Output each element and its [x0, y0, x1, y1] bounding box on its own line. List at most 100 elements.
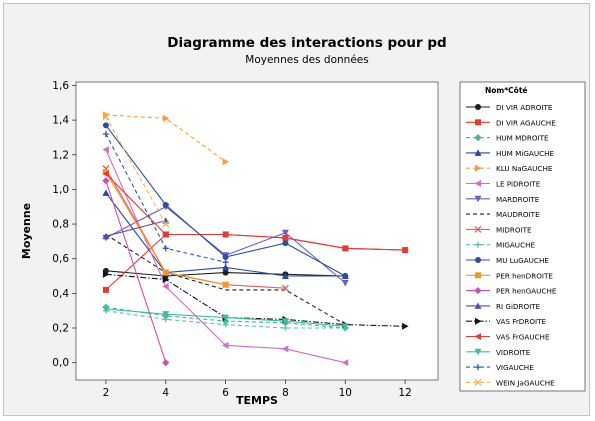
data-point	[162, 202, 169, 209]
data-point	[222, 281, 229, 288]
plot-area	[75, 81, 439, 381]
legend-marker	[475, 317, 482, 325]
data-point	[162, 359, 170, 367]
data-point	[222, 158, 230, 166]
legend-entry: MARDROITE	[466, 195, 540, 204]
y-tick-label: 0,8	[52, 219, 69, 231]
legend-marker	[475, 241, 481, 248]
x-axis-label: TEMPS	[236, 394, 278, 407]
legend-marker	[475, 104, 481, 110]
legend-title: Nom*Côté	[485, 86, 528, 95]
data-point	[341, 359, 349, 367]
series-line	[105, 234, 346, 326]
legend-label: WEIN JaGAUCHE	[496, 378, 555, 387]
legend-marker	[475, 364, 481, 371]
legend-label: HUM MiGAUCHE	[496, 149, 555, 158]
series-19	[102, 113, 170, 228]
legend-marker	[474, 348, 482, 356]
legend-marker	[475, 164, 482, 172]
x-tick-label: 10	[339, 387, 352, 399]
legend-marker	[474, 195, 482, 203]
legend-marker	[474, 287, 482, 295]
data-point	[102, 232, 110, 240]
plot-lines	[102, 111, 409, 367]
data-point	[162, 269, 169, 276]
legend-label: KLU NaGAUCHE	[496, 164, 553, 173]
y-axis: 0,0 0,2 0,4 0,6 0,8 1,0 1,2 1,4 1,6	[52, 80, 76, 369]
data-point	[341, 244, 349, 252]
data-point	[402, 322, 409, 330]
legend-items: DI VIR ADROITE DI VIR AGAUCHE HUM MDROITE H…	[466, 103, 557, 387]
data-point	[282, 240, 289, 247]
data-point	[102, 130, 109, 137]
series-18	[102, 130, 229, 266]
legend-entry: KLU NaGAUCHE	[466, 164, 553, 173]
data-point	[102, 189, 110, 196]
y-axis-label: Moyenne	[20, 203, 33, 259]
series-line	[105, 273, 406, 327]
data-point	[222, 314, 230, 322]
y-tick-label: 1,2	[52, 149, 69, 161]
data-point	[102, 177, 110, 185]
legend-entry: MAUDROITE	[466, 210, 540, 219]
chart-title: Diagramme des interactions pour pd	[167, 35, 446, 51]
legend-label: VAS FrDROITE	[496, 317, 546, 326]
data-point	[102, 122, 109, 129]
data-point	[102, 305, 110, 313]
legend-label: DI VIR ADROITE	[496, 103, 553, 112]
data-point	[281, 272, 289, 280]
y-tick-label: 1,6	[52, 80, 69, 92]
data-point	[222, 321, 229, 328]
legend-marker	[474, 333, 481, 340]
legend-marker	[474, 180, 481, 187]
legend-entry: VIGAUCHE	[466, 363, 534, 372]
data-point	[162, 276, 170, 284]
data-point	[222, 253, 229, 260]
data-point	[162, 282, 169, 290]
data-point	[102, 270, 110, 278]
legend-label: VIDROITE	[496, 348, 531, 357]
y-tick-label: 0,0	[52, 357, 69, 369]
legend-marker	[474, 225, 482, 233]
legend-label: LE PiDROITE	[496, 180, 541, 189]
data-point	[341, 279, 349, 287]
legend-entry: VAS FrDROITE	[466, 317, 546, 326]
data-point	[162, 311, 170, 318]
legend-label: MIGAUCHE	[496, 241, 535, 250]
series-11	[102, 122, 349, 280]
y-tick-label: 1,0	[52, 184, 69, 196]
series-6	[102, 146, 349, 367]
legend-entry: VAS FrGAUCHE	[466, 333, 550, 342]
legend-entry: DI VIR ADROITE	[466, 103, 553, 112]
data-point	[282, 325, 289, 332]
legend-marker	[474, 302, 482, 309]
legend-label: PER henDROITE	[496, 271, 553, 280]
legend-label: MARDROITE	[496, 195, 540, 204]
x-tick-label: 8	[282, 387, 289, 399]
legend: Nom*Côté DI VIR ADROITE DI VIR AGAUCHE HUM…	[459, 81, 586, 392]
data-point	[342, 273, 349, 280]
legend-entry: DI VIR AGAUCHE	[466, 118, 556, 127]
data-point	[102, 113, 110, 121]
legend-entry: MU LuGAUCHE	[466, 256, 549, 265]
series-8	[105, 234, 346, 326]
legend-box	[459, 81, 586, 392]
data-point	[102, 170, 109, 178]
data-point	[222, 259, 229, 266]
data-point	[281, 229, 289, 237]
x-tick-label: 6	[222, 387, 229, 399]
data-point	[162, 245, 169, 252]
data-point	[222, 230, 229, 238]
legend-entry: WEIN JaGAUCHE	[466, 378, 555, 387]
legend-marker	[475, 272, 481, 279]
series-line	[105, 173, 406, 251]
data-point	[341, 323, 349, 330]
legend-label: DI VIR AGAUCHE	[496, 118, 556, 127]
chart-subtitle: Moyennes des données	[245, 54, 368, 66]
data-point	[162, 220, 170, 228]
legend-entry: MIGAUCHE	[466, 241, 535, 250]
legend-label: PER henGAUCHE	[496, 287, 557, 296]
y-tick-label: 1,4	[52, 115, 69, 127]
data-point	[102, 146, 109, 154]
series-line	[105, 220, 166, 237]
